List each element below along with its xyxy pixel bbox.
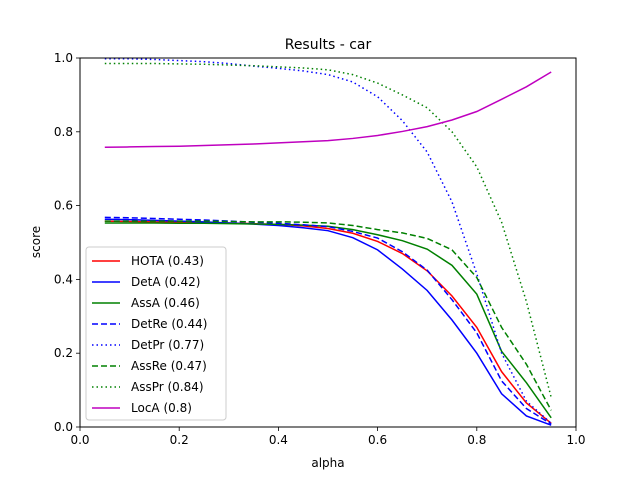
legend-box [85,246,227,421]
x-tick-label: 0.4 [269,433,288,447]
y-tick-label: 0.0 [54,420,73,434]
y-tick-label: 1.0 [54,51,73,65]
x-axis-label: alpha [311,456,344,470]
y-axis-label: score [29,226,43,258]
x-tick-label: 0.2 [170,433,189,447]
legend-label: LocA (0.8) [131,401,192,415]
y-tick-label: 0.6 [54,199,73,213]
y-tick-label: 0.2 [54,346,73,360]
legend-label: HOTA (0.43) [131,254,204,268]
x-tick-label: 0.8 [467,433,486,447]
x-tick-label: 0.6 [368,433,387,447]
y-tick-label: 0.8 [54,125,73,139]
series-line-5 [104,220,552,411]
legend-label: DetPr (0.77) [131,338,204,352]
series-line-3 [104,216,552,425]
series-line-0 [104,220,552,424]
y-axis: 0.0 0.2 0.4 0.6 0.8 1.0 [54,51,80,434]
plot-frame [79,57,577,428]
x-tick-label: 1.0 [566,433,585,447]
legend: HOTA (0.43) DetA (0.42) AssA (0.46) DetRe (… [85,246,227,421]
x-tick-label: 0.0 [70,433,89,447]
y-tick-label: 0.4 [54,272,73,286]
legend-label: DetA (0.42) [131,275,200,289]
legend-label: AssPr (0.84) [131,380,204,394]
legend-label: AssA (0.46) [131,296,200,310]
legend-label: DetRe (0.44) [131,317,207,331]
series-group [104,57,552,426]
series-line-2 [104,222,552,419]
chart-title: Results - car [285,37,372,53]
x-axis: 0.0 0.2 0.4 0.6 0.8 1.0 [70,427,586,447]
series-line-7 [104,71,552,149]
legend-label: AssRe (0.47) [131,359,207,373]
